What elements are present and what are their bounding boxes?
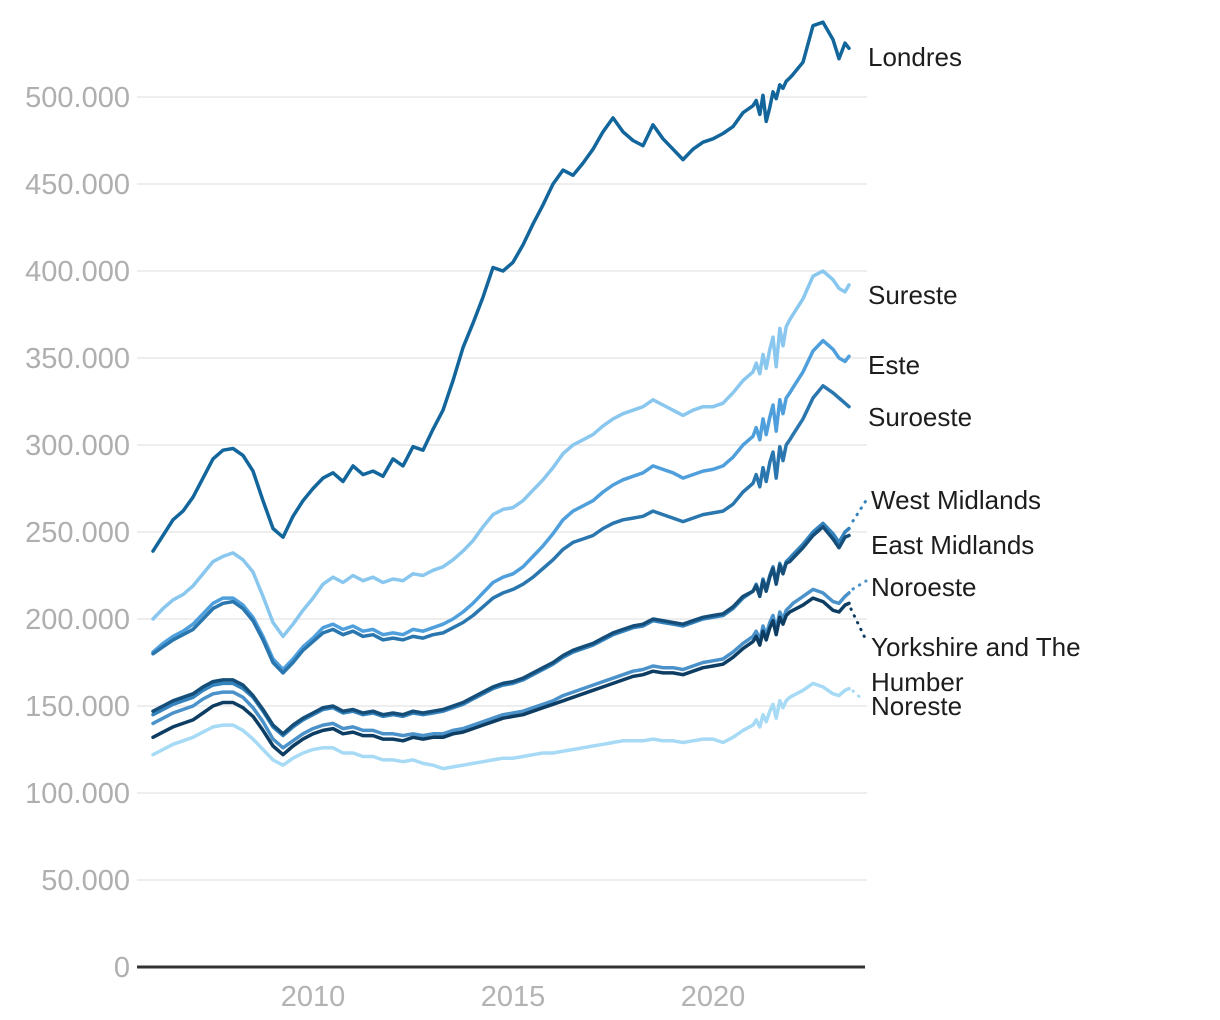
y-tick-label: 200.000	[25, 604, 130, 636]
x-tick-label: 2020	[681, 981, 746, 1013]
x-axis-tick-labels: 2010 2015 2020	[281, 981, 746, 1013]
y-tick-label: 450.000	[25, 169, 130, 201]
series-line-suroeste[interactable]	[151, 384, 851, 675]
series-line-sureste[interactable]	[151, 269, 851, 639]
y-tick-label: 150.000	[25, 691, 130, 723]
series-label-este: Este	[868, 350, 921, 380]
leader-line-west-midlands	[851, 497, 869, 523]
series-label-sureste: Sureste	[868, 280, 958, 310]
leader-line-yorkshire-and-the-humber	[849, 607, 868, 642]
y-tick-label: 50.000	[41, 865, 130, 897]
series-line-yorkshire-and-the-humber[interactable]	[151, 596, 851, 757]
x-tick-label: 2010	[281, 981, 346, 1013]
series-line-east-midlands[interactable]	[151, 525, 851, 736]
series-line-este[interactable]	[151, 338, 851, 672]
leader-line-noreste	[851, 689, 866, 703]
series-label-east-midlands: East Midlands	[871, 530, 1035, 560]
series-label-yorkshire-and-the-humber: Yorkshire and The Humber	[871, 632, 1081, 697]
series-label-west-midlands: West Midlands	[871, 485, 1042, 515]
leader-lines	[849, 497, 869, 703]
y-tick-label: 100.000	[25, 778, 130, 810]
series-lines	[151, 20, 851, 771]
series-label-suroeste: Suroeste	[868, 402, 973, 432]
y-tick-label: 0	[114, 952, 130, 984]
series-line-noreste[interactable]	[151, 681, 851, 771]
gridlines	[137, 96, 867, 881]
y-tick-label: 500.000	[25, 82, 130, 114]
series-label-londres: Londres	[868, 42, 962, 72]
y-tick-label: 300.000	[25, 430, 130, 462]
series-label-noreste: Noreste	[871, 691, 963, 721]
x-tick-label: 2015	[481, 981, 546, 1013]
leader-line-noroeste	[851, 579, 868, 591]
series-line-londres[interactable]	[151, 20, 851, 553]
y-tick-label: 400.000	[25, 256, 130, 288]
series-line-noroeste[interactable]	[151, 587, 851, 750]
y-axis-tick-labels: 0 50.000 100.000 150.000 200.000 250.000 300.0…	[25, 82, 130, 984]
y-tick-label: 350.000	[25, 343, 130, 375]
series-label-noroeste: Noroeste	[871, 572, 977, 602]
y-tick-label: 250.000	[25, 517, 130, 549]
